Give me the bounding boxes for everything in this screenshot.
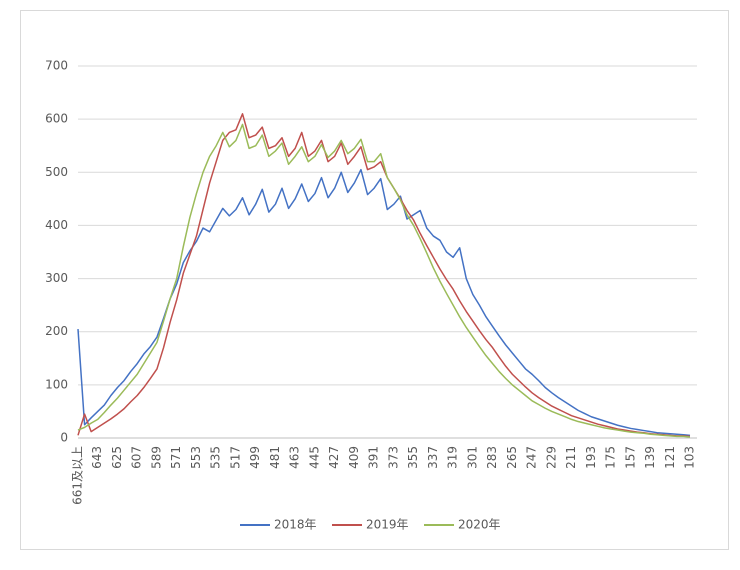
legend-label: 2020年: [458, 518, 501, 532]
y-tick-label: 400: [45, 218, 68, 232]
y-tick-label: 700: [45, 59, 68, 73]
series-line: [77, 123, 691, 438]
x-tick-label: 103: [683, 446, 697, 469]
x-tick-label: 571: [169, 446, 183, 469]
x-tick-label: 427: [327, 446, 341, 469]
x-tick-label: 553: [189, 446, 203, 469]
x-tick-label: 607: [130, 446, 144, 469]
x-tick-label: 535: [209, 446, 223, 469]
x-tick-label: 625: [110, 446, 124, 469]
x-tick-label: 463: [288, 446, 302, 469]
x-tick-label: 157: [623, 446, 637, 469]
x-tick-label: 319: [446, 446, 460, 469]
x-tick-label: 373: [386, 446, 400, 469]
x-tick-label: 481: [268, 446, 282, 469]
y-tick-label: 300: [45, 271, 68, 285]
series-line: [77, 113, 691, 438]
y-tick-label: 0: [60, 431, 68, 445]
x-tick-label: 139: [643, 446, 657, 469]
legend-label: 2019年: [366, 518, 409, 532]
x-tick-label: 283: [485, 446, 499, 469]
x-tick-label: 193: [584, 446, 598, 469]
x-tick-label: 499: [248, 446, 262, 469]
x-tick-label: 301: [465, 446, 479, 469]
x-tick-label: 247: [525, 446, 539, 469]
x-tick-label: 337: [426, 446, 440, 469]
x-tick-label: 643: [90, 446, 104, 469]
x-tick-label: 661及以上: [71, 446, 85, 505]
x-tick-label: 121: [663, 446, 677, 469]
x-tick-label: 211: [564, 446, 578, 469]
x-tick-label: 229: [544, 446, 558, 469]
x-tick-label: 355: [406, 446, 420, 469]
x-tick-label: 265: [505, 446, 519, 469]
x-tick-label: 391: [367, 446, 381, 469]
chart-border: [20, 10, 729, 550]
y-tick-label: 500: [45, 165, 68, 179]
x-tick-label: 175: [604, 446, 618, 469]
y-tick-label: 100: [45, 377, 68, 391]
series-line: [77, 168, 691, 437]
x-tick-label: 517: [228, 446, 242, 469]
legend-label: 2018年: [274, 518, 317, 532]
y-tick-label: 600: [45, 112, 68, 126]
x-tick-label: 445: [307, 446, 321, 469]
y-tick-label: 200: [45, 324, 68, 338]
x-tick-label: 589: [149, 446, 163, 469]
x-tick-label: 409: [347, 446, 361, 469]
